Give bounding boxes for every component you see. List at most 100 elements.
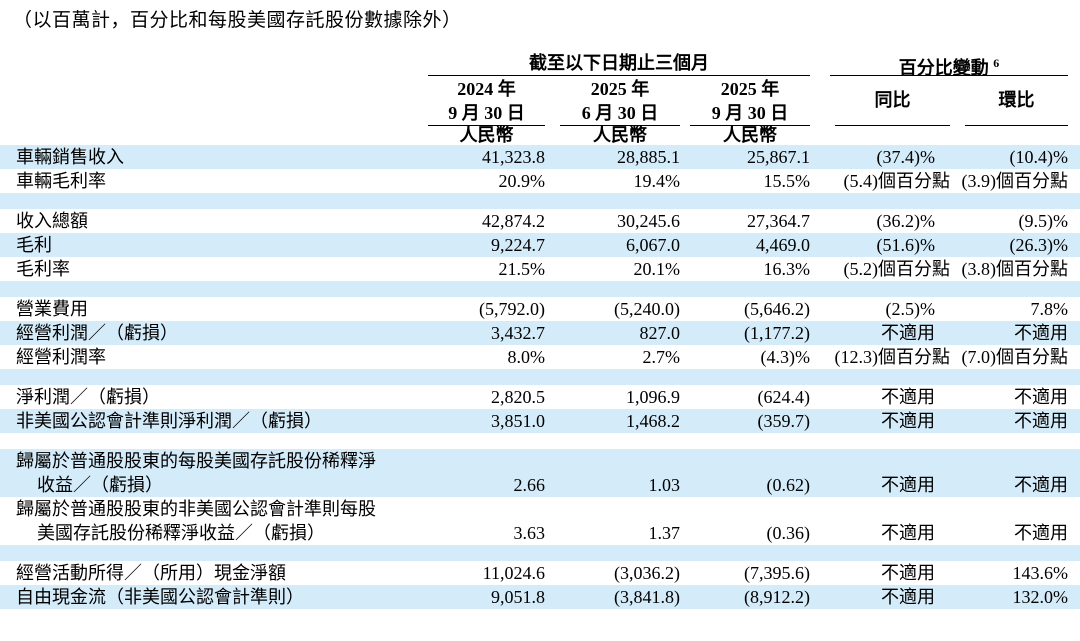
value-cell: 8.0% — [507, 347, 546, 367]
header-spacer — [0, 126, 428, 145]
row-label: 經營活動所得／（所用）現金淨額 — [16, 563, 286, 583]
value-cell: (8,912.2) — [744, 587, 810, 607]
row-label-line: 歸屬於普通股股東的非美國公認會計準則每股 — [16, 499, 376, 519]
value-cell: (9.5)% — [1018, 211, 1068, 231]
date-day: 9 月 30 日 — [448, 103, 525, 123]
value-cell: 30,245.6 — [617, 211, 680, 231]
table-row: 淨利潤／（虧損） 2,820.5 1,096.9 (624.4) 不適用 不適用 — [0, 385, 1080, 409]
value-cell: (0.36) — [766, 523, 811, 543]
value-cell: 3,432.7 — [491, 323, 545, 343]
value-cell: 1,468.2 — [626, 411, 680, 431]
value-cell: 28,885.1 — [617, 147, 680, 167]
row-label: 非美國公認會計準則淨利潤／（虧損） — [16, 411, 322, 431]
value-cell: (51.6)% — [876, 235, 935, 255]
currency-row: 人民幣 人民幣 人民幣 — [0, 126, 1080, 145]
value-cell: 不適用 — [881, 523, 935, 543]
row-label: 歸屬於普通股股東的每股美國存託股份稀釋淨 收益／（虧損） — [0, 449, 428, 497]
financial-table: 截至以下日期止三個月 百分比變動 6 2024 年 9 月 30 日 2025 … — [0, 52, 1080, 609]
value-cell: (7,395.6) — [744, 563, 810, 583]
header-group-row: 截至以下日期止三個月 百分比變動 6 — [0, 52, 1080, 78]
value-cell: (5,240.0) — [614, 299, 680, 319]
row-label: 車輛銷售收入 — [16, 147, 124, 167]
value-cell: 11,024.6 — [482, 563, 545, 583]
currency-label: 人民幣 — [459, 125, 514, 145]
spacer-row — [0, 193, 1080, 209]
spacer-row — [0, 281, 1080, 297]
date-year: 2025 年 — [590, 79, 650, 99]
row-label: 經營利潤／（虧損） — [16, 323, 178, 343]
header-spacer — [0, 52, 428, 76]
row-label-line: 美國存託股份稀釋淨收益／（虧損） — [37, 523, 325, 543]
value-cell: (37.4)% — [876, 147, 935, 167]
value-cell: 不適用 — [1014, 475, 1068, 495]
value-cell: 不適用 — [881, 587, 935, 607]
value-cell: (2.5)% — [885, 299, 935, 319]
column-header-yoy: 同比 — [835, 76, 950, 126]
value-cell: (3.9)個百分點 — [961, 171, 1069, 191]
value-cell: 2.7% — [642, 347, 681, 367]
value-cell: 16.3% — [763, 259, 811, 279]
value-cell: (3,036.2) — [614, 563, 680, 583]
table-row: 經營活動所得／（所用）現金淨額 11,024.6 (3,036.2) (7,395.6… — [0, 561, 1080, 585]
value-cell: 20.9% — [498, 171, 546, 191]
spacer-row — [0, 545, 1080, 561]
value-cell: 不適用 — [881, 563, 935, 583]
row-label-line: 歸屬於普通股股東的每股美國存託股份稀釋淨 — [16, 451, 376, 471]
date-day: 6 月 30 日 — [581, 103, 659, 123]
row-label: 淨利潤／（虧損） — [16, 387, 160, 407]
value-cell: (624.4) — [757, 387, 811, 407]
column-header-2025-06-30: 2025 年 6 月 30 日 — [560, 76, 680, 126]
value-cell: (3.8)個百分點 — [961, 259, 1069, 279]
value-cell: 21.5% — [498, 259, 546, 279]
value-cell: 27,364.7 — [747, 211, 810, 231]
value-cell: 2,820.5 — [491, 387, 545, 407]
value-cell: 4,469.0 — [756, 235, 810, 255]
value-cell: 7.8% — [1030, 299, 1069, 319]
table-row: 非美國公認會計準則淨利潤／（虧損） 3,851.0 1,468.2 (359.7) 不適… — [0, 409, 1080, 433]
value-cell: 827.0 — [639, 323, 681, 343]
value-cell: 不適用 — [1014, 523, 1068, 543]
value-cell: (4.3)% — [760, 347, 810, 367]
table-row: 車輛毛利率 20.9% 19.4% 15.5% (5.4)個百分點 (3.9)個百分點 — [0, 169, 1080, 193]
periods-group-header: 截至以下日期止三個月 — [428, 52, 810, 76]
value-cell: (1,177.2) — [744, 323, 810, 343]
value-cell: 6,067.0 — [626, 235, 680, 255]
value-cell: 3.63 — [513, 523, 546, 543]
table-row: 歸屬於普通股股東的每股美國存託股份稀釋淨 收益／（虧損） 2.66 1.03 (0.62… — [0, 449, 1080, 497]
value-cell: (0.62) — [766, 475, 811, 495]
value-cell: 9,051.8 — [491, 587, 545, 607]
table-row: 自由現金流（非美國公認會計準則） 9,051.8 (3,841.8) (8,912.2… — [0, 585, 1080, 609]
value-cell: (12.3)個百分點 — [834, 347, 951, 367]
date-year: 2024 年 — [457, 79, 516, 99]
row-label: 自由現金流（非美國公認會計準則） — [16, 587, 304, 607]
value-cell: 42,874.2 — [482, 211, 545, 231]
value-cell: 1,096.9 — [626, 387, 680, 407]
currency-label: 人民幣 — [593, 125, 647, 145]
column-header-qoq: 環比 — [965, 76, 1068, 126]
value-cell: 不適用 — [881, 387, 935, 407]
table-row: 經營利潤率 8.0% 2.7% (4.3)% (12.3)個百分點 (7.0)個百分點 — [0, 345, 1080, 369]
value-cell: 9,224.7 — [491, 235, 545, 255]
header-date-row: 2024 年 9 月 30 日 2025 年 6 月 30 日 2025 年 9… — [0, 76, 1080, 126]
pct-change-group-header: 百分比變動 6 — [830, 52, 1068, 78]
row-label: 毛利 — [16, 235, 52, 255]
footnote-ref-6: 6 — [993, 56, 1000, 70]
table-row: 毛利 9,224.7 6,067.0 4,469.0 (51.6)% (26.3)% — [0, 233, 1080, 257]
value-cell: 20.1% — [633, 259, 681, 279]
table-row: 營業費用 (5,792.0) (5,240.0) (5,646.2) (2.5)% 7.8… — [0, 297, 1080, 321]
row-label: 經營利潤率 — [16, 347, 106, 367]
spacer-row — [0, 433, 1080, 449]
value-cell: 不適用 — [881, 475, 935, 495]
value-cell: 不適用 — [881, 411, 935, 431]
value-cell: (36.2)% — [876, 211, 935, 231]
value-cell: (7.0)個百分點 — [961, 347, 1069, 367]
date-day: 9 月 30 日 — [711, 103, 789, 123]
value-cell: (5,792.0) — [479, 299, 545, 319]
row-label: 營業費用 — [16, 299, 88, 319]
value-cell: 不適用 — [1014, 387, 1068, 407]
periods-group-label: 截至以下日期止三個月 — [529, 53, 709, 73]
value-cell: (5.4)個百分點 — [843, 171, 951, 191]
value-cell: 2.66 — [513, 475, 546, 495]
table-row: 毛利率 21.5% 20.1% 16.3% (5.2)個百分點 (3.8)個百分點 — [0, 257, 1080, 281]
